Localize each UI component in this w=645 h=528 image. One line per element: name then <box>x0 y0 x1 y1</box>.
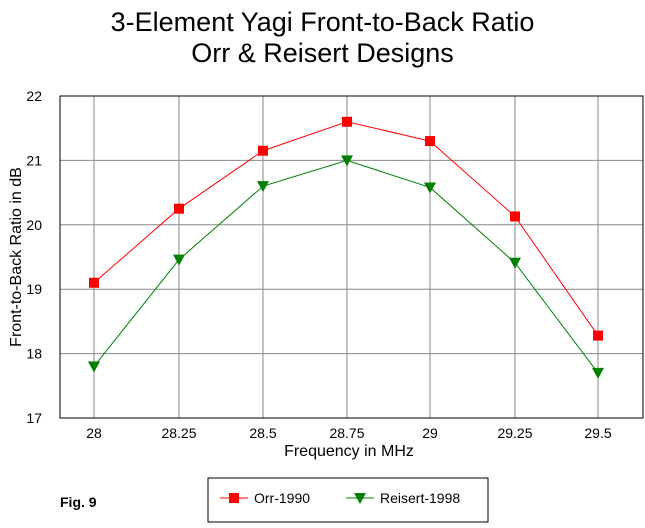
data-point <box>510 211 520 222</box>
data-point <box>173 254 185 266</box>
data-point <box>342 116 352 127</box>
data-point <box>258 145 268 156</box>
x-tick-label: 29.25 <box>497 425 532 441</box>
data-point <box>257 181 269 193</box>
x-tick-label: 29 <box>422 425 438 441</box>
y-tick-label: 22 <box>26 88 42 104</box>
y-tick-label: 17 <box>26 410 42 426</box>
data-point <box>592 367 604 379</box>
legend-label: Reisert-1998 <box>380 490 460 506</box>
x-tick-label: 28.5 <box>249 425 276 441</box>
data-point <box>509 257 521 269</box>
data-point <box>341 155 353 167</box>
series-line-1 <box>93 121 599 336</box>
legend-marker <box>354 493 366 504</box>
data-point <box>88 361 100 373</box>
legend-label: Orr-1990 <box>254 490 310 506</box>
x-tick-label: 29.5 <box>584 425 611 441</box>
x-tick-label: 28 <box>86 425 102 441</box>
x-tick-label: 28.75 <box>329 425 364 441</box>
y-tick-label: 21 <box>26 152 42 168</box>
chart-subtitle: Orr & Reisert Designs <box>191 38 454 68</box>
legend-marker <box>229 493 239 503</box>
figure-label: Fig. 9 <box>60 494 97 510</box>
y-axis-label: Front-to-Back Ratio in dB <box>8 167 25 347</box>
series-line-2 <box>93 159 599 374</box>
data-point <box>593 330 603 341</box>
chart-title: 3-Element Yagi Front-to-Back Ratio <box>110 7 535 37</box>
data-point <box>89 277 99 288</box>
data-point <box>425 136 435 147</box>
data-point <box>424 182 436 194</box>
plot-frame <box>59 95 644 419</box>
x-axis-label: Frequency in MHz <box>284 443 414 460</box>
y-tick-label: 20 <box>26 217 42 233</box>
legend-box <box>207 477 489 523</box>
y-tick-label: 19 <box>26 281 42 297</box>
x-tick-label: 28.25 <box>161 425 196 441</box>
data-point <box>174 203 184 214</box>
y-tick-label: 18 <box>26 346 42 362</box>
